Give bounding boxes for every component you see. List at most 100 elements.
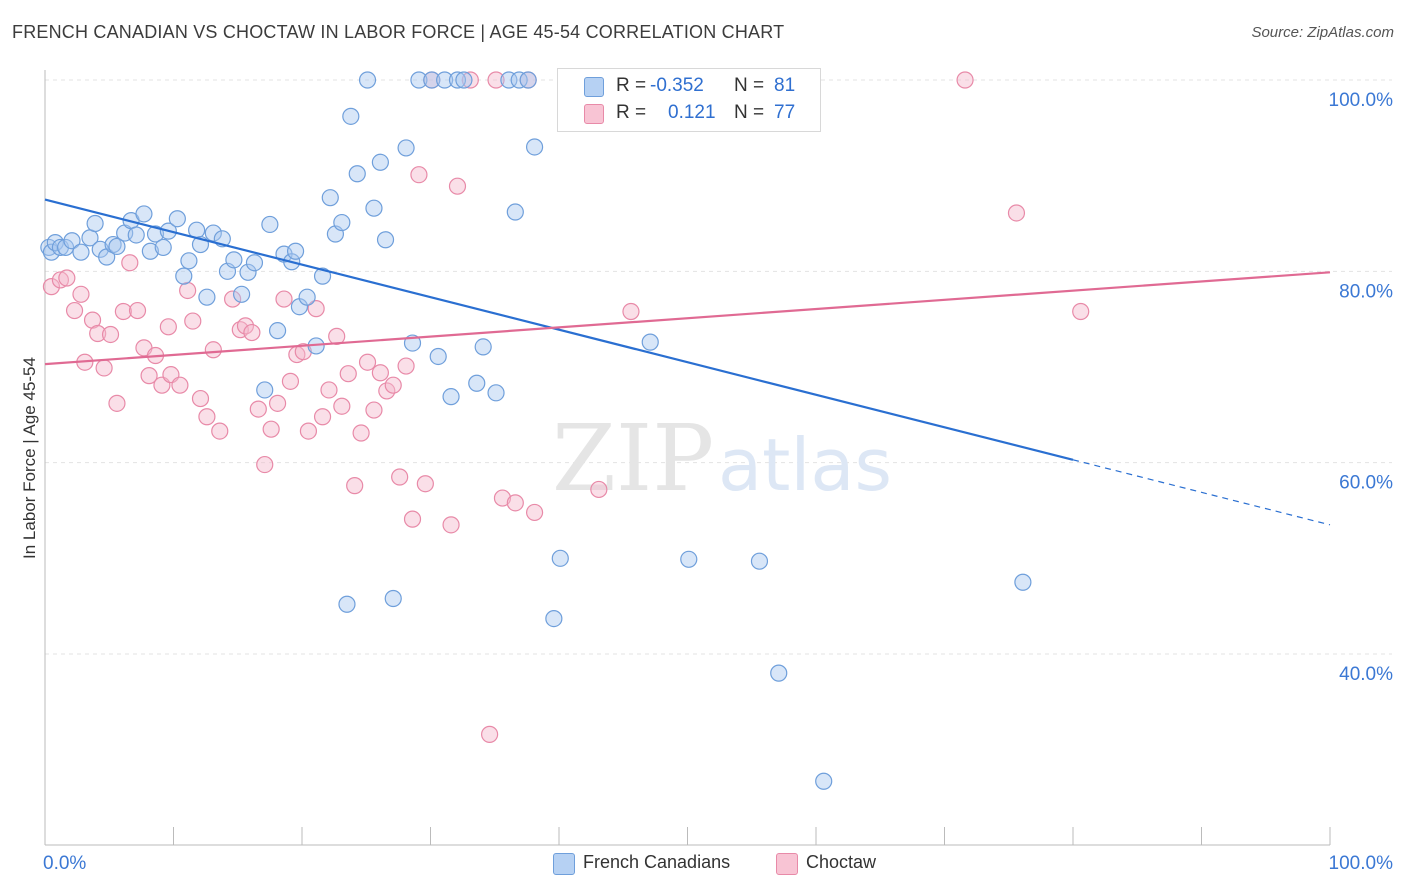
choctaw-point xyxy=(121,254,139,272)
french-canadians-point xyxy=(436,71,454,89)
french-canadians-point xyxy=(342,107,360,125)
choctaw-point xyxy=(58,269,76,287)
choctaw-point xyxy=(461,71,479,89)
choctaw-point xyxy=(481,725,499,743)
choctaw-point xyxy=(956,71,974,89)
choctaw-point xyxy=(416,475,434,493)
french-canadians-point xyxy=(72,243,90,261)
french-canadians-point xyxy=(239,263,257,281)
french-canadians-point xyxy=(551,549,569,567)
choctaw-point xyxy=(442,516,460,534)
choctaw-point xyxy=(211,422,229,440)
choctaw-point xyxy=(1072,302,1090,321)
choctaw-point xyxy=(224,290,242,308)
french-canadians-point xyxy=(384,589,402,608)
choctaw-point xyxy=(320,381,338,399)
french-canadians-point xyxy=(313,267,332,285)
choctaw-point xyxy=(391,468,409,486)
french-canadians-point xyxy=(245,254,264,272)
y-tick-label: 80.0% xyxy=(1339,281,1393,302)
french-canadians-point xyxy=(175,267,193,285)
choctaw-point xyxy=(114,302,132,321)
french-canadians-point xyxy=(348,165,366,183)
choctaw-point xyxy=(72,285,90,303)
choctaw-point xyxy=(65,301,84,320)
choctaw-point xyxy=(243,323,261,342)
french-canadians-point xyxy=(256,381,274,399)
choctaw-point xyxy=(179,281,197,300)
french-canadians-point xyxy=(525,138,544,156)
choctaw-point xyxy=(365,401,383,419)
french-canadians-point xyxy=(198,288,216,306)
french-canadians-point xyxy=(365,199,383,217)
y-tick-label: 100.0% xyxy=(1329,90,1394,111)
choctaw-point xyxy=(256,455,274,474)
french-canadians-point xyxy=(333,213,351,232)
french-canadians-point xyxy=(423,71,441,89)
choctaw-point xyxy=(249,400,267,418)
french-canadians-point xyxy=(506,203,524,221)
choctaw-point xyxy=(108,394,126,412)
choctaw-point xyxy=(171,376,189,394)
r-value: -0.352 xyxy=(650,75,704,96)
french-canadians-point xyxy=(448,71,467,89)
french-canadians-point xyxy=(770,664,788,682)
choctaw-point xyxy=(236,317,255,335)
french-canadians-point xyxy=(233,285,251,303)
watermark: ZIP atlas xyxy=(552,405,892,512)
french-canadians-point xyxy=(1014,573,1032,591)
choctaw-point xyxy=(358,353,377,371)
french-canadians-point xyxy=(376,231,395,249)
choctaw-point xyxy=(448,177,467,195)
choctaw-point xyxy=(51,271,70,289)
choctaw-point xyxy=(371,364,389,382)
french-canadians-point xyxy=(468,374,486,392)
choctaw-point xyxy=(403,510,422,528)
choctaw-point xyxy=(590,480,608,499)
r-label: R = xyxy=(616,102,647,123)
choctaw-point xyxy=(1007,204,1026,222)
french-canadians-point xyxy=(397,139,415,157)
choctaw-point xyxy=(184,312,202,330)
choctaw-point xyxy=(204,341,222,359)
french-canadians-point xyxy=(141,242,159,260)
french-canadians-point xyxy=(108,237,126,256)
x-tick-label: 0.0% xyxy=(43,853,86,874)
french-canadians-point xyxy=(168,210,186,228)
french-canadians-point xyxy=(510,71,528,89)
choctaw-point xyxy=(378,382,396,400)
n-label: N = xyxy=(734,102,765,123)
french-canadians-point xyxy=(286,242,305,260)
blue-swatch xyxy=(584,77,604,97)
choctaw-point xyxy=(262,420,280,438)
french-canadians-point xyxy=(225,251,243,269)
choctaw-point xyxy=(89,324,107,343)
x-tick-label: 100.0% xyxy=(1329,853,1394,874)
tick-labels: 40.0% 60.0% 80.0% 100.0% 0.0% 100.0% xyxy=(43,90,1393,874)
y-tick-label: 60.0% xyxy=(1339,473,1393,494)
choctaw-point xyxy=(384,376,402,394)
choctaw-point xyxy=(346,477,364,495)
y-tick-label: 40.0% xyxy=(1339,664,1393,685)
choctaw-point xyxy=(410,166,428,184)
french-canadians-point xyxy=(135,205,153,223)
choctaw-point xyxy=(42,278,61,296)
choctaw-point xyxy=(198,408,216,426)
pink-swatch xyxy=(776,853,798,875)
choctaw-point xyxy=(506,494,524,512)
r-label: R = xyxy=(616,75,647,96)
choctaw-point xyxy=(313,408,332,426)
trend-lines xyxy=(44,198,1331,526)
correlation-legend: R = -0.352 N = 81 R = 0.121 N = 77 xyxy=(557,68,821,132)
french-canadians-point xyxy=(641,333,659,351)
n-label: N = xyxy=(734,75,765,96)
pink-swatch xyxy=(584,104,604,124)
choctaw-point xyxy=(281,372,300,390)
french-canadians-point xyxy=(429,347,447,366)
french-canadians-point xyxy=(750,552,769,570)
chart-title: FRENCH CANADIAN VS CHOCTAW IN LABOR FORC… xyxy=(12,22,785,42)
choctaw-point xyxy=(397,357,415,375)
choctaw-point xyxy=(268,394,287,412)
french-canadians-point xyxy=(358,71,377,89)
french-canadians-point xyxy=(410,71,428,89)
